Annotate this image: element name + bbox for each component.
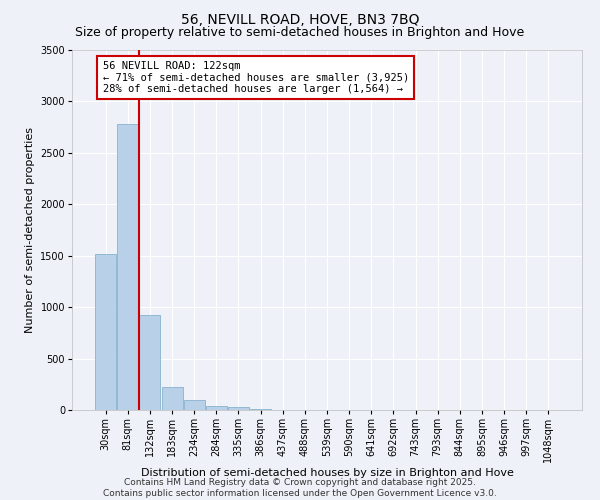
- Bar: [184, 400, 205, 410]
- Text: Contains HM Land Registry data © Crown copyright and database right 2025.
Contai: Contains HM Land Registry data © Crown c…: [103, 478, 497, 498]
- Bar: [206, 406, 227, 410]
- Text: Size of property relative to semi-detached houses in Brighton and Hove: Size of property relative to semi-detach…: [76, 26, 524, 39]
- X-axis label: Distribution of semi-detached houses by size in Brighton and Hove: Distribution of semi-detached houses by …: [140, 468, 514, 478]
- Text: 56 NEVILL ROAD: 122sqm
← 71% of semi-detached houses are smaller (3,925)
28% of : 56 NEVILL ROAD: 122sqm ← 71% of semi-det…: [103, 61, 409, 94]
- Bar: [139, 316, 160, 410]
- Text: 56, NEVILL ROAD, HOVE, BN3 7BQ: 56, NEVILL ROAD, HOVE, BN3 7BQ: [181, 12, 419, 26]
- Bar: [161, 388, 182, 410]
- Bar: [228, 407, 249, 410]
- Bar: [118, 124, 139, 410]
- Y-axis label: Number of semi-detached properties: Number of semi-detached properties: [25, 127, 35, 333]
- Bar: [95, 254, 116, 410]
